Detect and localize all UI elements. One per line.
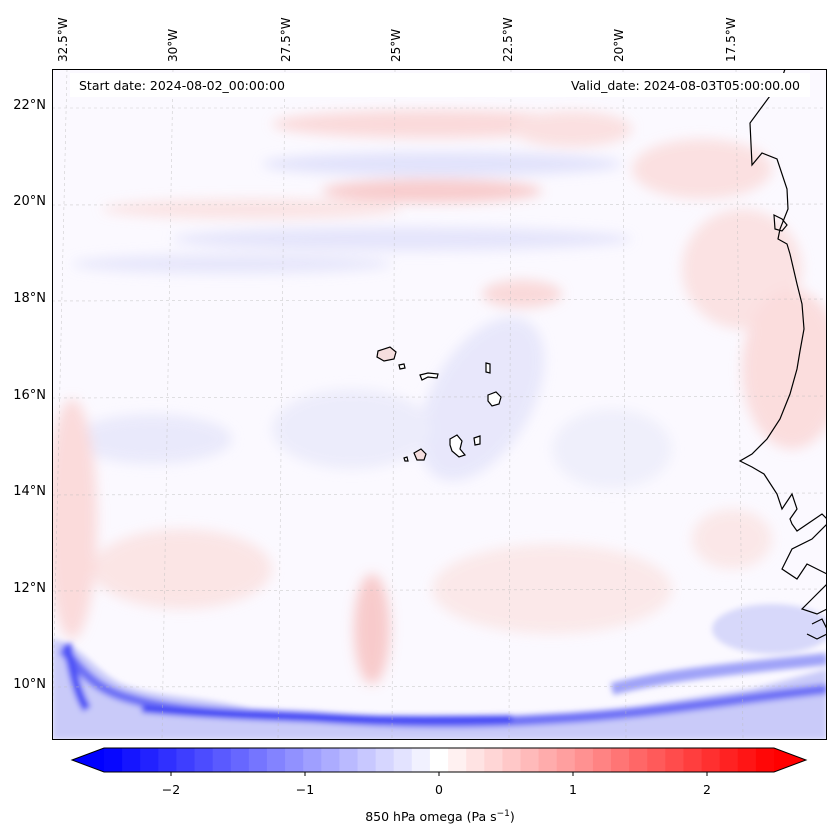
colorbar-segment [701, 748, 721, 772]
lat-label-18n: 18°N [13, 291, 46, 306]
colorbar-ticks: −2 −1 0 1 2 [162, 772, 711, 797]
colorbar-segment [140, 748, 159, 772]
colorbar-segment [194, 748, 214, 772]
lat-label-22n: 22°N [13, 98, 46, 113]
longitude-labels: 32.5°W 30°W 27.5°W 25°W 22.5°W 20°W 17.5… [56, 17, 738, 62]
colorbar-segment [248, 748, 268, 772]
colorbar-segment [303, 748, 322, 772]
colorbar-segment [411, 748, 431, 772]
coastlines [738, 69, 827, 640]
colorbar-tick-label: −2 [162, 782, 180, 797]
graticule [52, 69, 827, 740]
colorbar: −2 −1 0 1 2 850 hPa omega (Pa s−1) [70, 747, 808, 824]
map-border [52, 69, 827, 740]
colorbar-label-close: ) [510, 809, 515, 824]
colorbar-label-exponent: −1 [497, 809, 510, 819]
colorbar-low-extend [72, 748, 104, 772]
colorbar-segment [357, 748, 377, 772]
colorbar-segment [665, 748, 685, 772]
africa-coast-south [781, 523, 827, 640]
island-sal [485, 362, 491, 374]
start-date-text: Start date: 2024-08-02_00:00:00 [79, 78, 285, 93]
lat-label-20n: 20°N [13, 194, 46, 209]
colorbar-segment [520, 748, 540, 772]
colorbar-segment [429, 748, 449, 772]
colorbar-segment [393, 748, 413, 772]
omega-field [52, 110, 827, 740]
colorbar-segment [647, 748, 666, 772]
colorbar-segment [339, 748, 359, 772]
africa-coast [738, 69, 827, 532]
island-sao-vicente [398, 363, 406, 370]
colorbar-segment [755, 748, 775, 772]
colorbar-tick-label: −1 [296, 782, 314, 797]
lon-label-20w: 20°W [612, 29, 626, 62]
colorbar-segment [484, 748, 503, 772]
colorbar-segment [448, 748, 467, 772]
island-santo-antao [376, 346, 397, 362]
valid-date-text: Valid_date: 2024-08-03T05:00:00.00 [571, 78, 800, 93]
colorbar-segment [104, 748, 123, 772]
lat-label-16n: 16°N [13, 388, 46, 403]
colorbar-segment [266, 748, 286, 772]
colorbar-segment [285, 748, 304, 772]
island-santiago [449, 434, 467, 458]
latitude-labels: 22°N 20°N 18°N 16°N 14°N 12°N 10°N [0, 0, 52, 740]
colorbar-segment [122, 748, 141, 772]
omega-map: Start date: 2024-08-02_00:00:00 Valid_da… [52, 69, 827, 740]
colorbar-segment [737, 748, 757, 772]
date-banner [70, 73, 810, 97]
colorbar-segment [719, 748, 739, 772]
colorbar-segment [375, 748, 395, 772]
colorbar-tick-label: 2 [703, 782, 711, 797]
island-fogo [413, 448, 427, 461]
island-brava [403, 456, 409, 462]
colorbar-segment [538, 748, 558, 772]
colorbar-segments [104, 748, 775, 772]
colorbar-tick-label: 0 [435, 782, 443, 797]
island-sao-nicolau [419, 372, 439, 381]
colorbar-segment [158, 748, 178, 772]
lon-label-32-5w: 32.5°W [56, 17, 70, 62]
lat-label-12n: 12°N [13, 581, 46, 596]
colorbar-segment [230, 748, 250, 772]
lon-label-30w: 30°W [166, 29, 180, 62]
colorbar-segment [466, 748, 485, 772]
colorbar-segment [629, 748, 648, 772]
colorbar-label-main: 850 hPa omega (Pa s [365, 809, 496, 824]
senegal-inlet [773, 213, 788, 232]
colorbar-segment [176, 748, 196, 772]
lat-label-14n: 14°N [13, 484, 46, 499]
lon-label-27-5w: 27.5°W [279, 17, 293, 62]
colorbar-segment [556, 748, 576, 772]
colorbar-segment [321, 748, 341, 772]
colorbar-segment [574, 748, 594, 772]
lon-label-22-5w: 22.5°W [501, 17, 515, 62]
colorbar-segment [212, 748, 232, 772]
colorbar-tick-label: 1 [569, 782, 577, 797]
colorbar-outline [70, 747, 808, 773]
colorbar-segment [592, 748, 612, 772]
island-maio [473, 435, 481, 446]
cape-verde-islands [376, 346, 502, 462]
lon-label-25w: 25°W [389, 29, 403, 62]
colorbar-segment [502, 748, 522, 772]
lat-label-10n: 10°N [13, 677, 46, 692]
island-boa-vista [487, 391, 502, 407]
colorbar-segment [611, 748, 630, 772]
lon-label-17-5w: 17.5°W [724, 17, 738, 62]
colorbar-label: 850 hPa omega (Pa s−1) [365, 809, 515, 824]
colorbar-high-extend [774, 748, 806, 772]
colorbar-segment [683, 748, 703, 772]
